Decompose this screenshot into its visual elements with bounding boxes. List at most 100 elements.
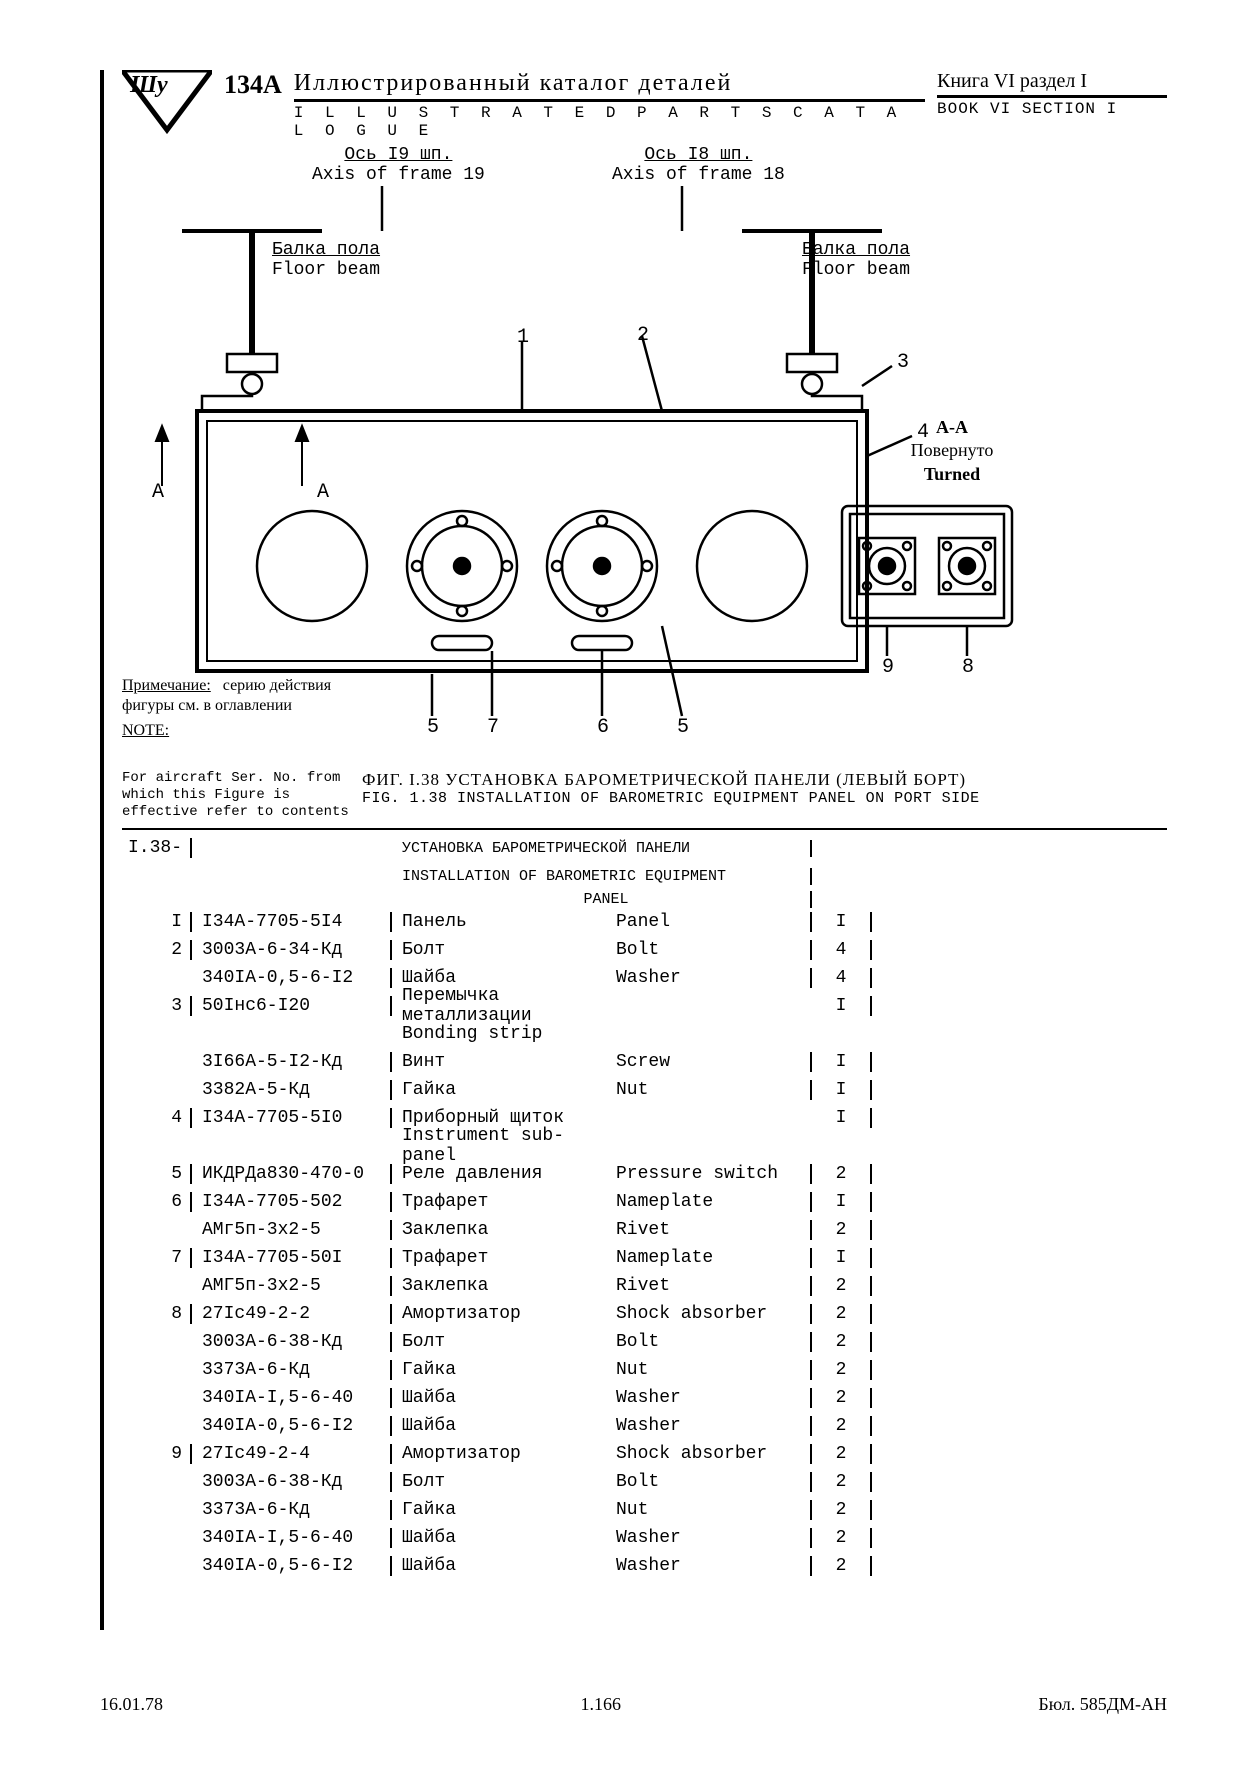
cell-partno: 340IA-I,5-6-40 <box>192 1388 392 1408</box>
cell-qty: I <box>812 1248 872 1268</box>
cell-ru: Амортизатор <box>392 1444 612 1464</box>
table-row: 6I34A-7705-502ТрафаретNameplateI <box>122 1188 1167 1216</box>
cell-en: Bolt <box>612 940 812 960</box>
divider <box>122 828 1167 830</box>
table-row: 3003А-6-38-КдБолтBolt2 <box>122 1328 1167 1356</box>
head-ru: УСТАНОВКА БАРОМЕТРИЧЕСКОЙ ПАНЕЛИ <box>392 840 812 857</box>
parts-table: I.38- УСТАНОВКА БАРОМЕТРИЧЕСКОЙ ПАНЕЛИ I… <box>122 834 1167 1580</box>
svg-text:Шу: Шу <box>129 72 168 98</box>
table-row: II34A-7705-5I4ПанельPanelI <box>122 908 1167 936</box>
figure-diagram: Ось I9 шп. Axis of frame 19 Ось I8 шп. A… <box>122 146 1167 766</box>
cell-en: Washer <box>612 1556 812 1576</box>
figure-caption: For aircraft Ser. No. from which this Fi… <box>122 770 1167 820</box>
cell-ru: Перемычка металлизации <box>392 986 612 1026</box>
callout-9: 9 <box>882 656 894 679</box>
cell-ru: Амортизатор <box>392 1304 612 1324</box>
cell-partno: АМг5п-3x2-5 <box>192 1220 392 1240</box>
cell-idx: 9 <box>122 1444 192 1464</box>
table-row: 340IA-I,5-6-40ШайбаWasher2 <box>122 1524 1167 1552</box>
cell-ru: Болт <box>392 1472 612 1492</box>
cell-partno: I34A-7705-502 <box>192 1192 392 1212</box>
footer-bulletin: Бюл. 585ДМ-АН <box>1038 1694 1167 1715</box>
cell-idx: 8 <box>122 1304 192 1324</box>
cell-en: Nut <box>612 1360 812 1380</box>
cell-qty: I <box>812 1052 872 1072</box>
cell-ru: Шайба <box>392 968 612 988</box>
cell-ru: Приборный щиток <box>392 1108 612 1128</box>
cell-qty: 2 <box>812 1472 872 1492</box>
cell-qty: 2 <box>812 1388 872 1408</box>
cell-partno: I34A-7705-5I4 <box>192 912 392 932</box>
cell-partno: 3373А-6-Кд <box>192 1360 392 1380</box>
table-row: 827Iс49-2-2АмортизаторShock absorber2 <box>122 1300 1167 1328</box>
cell-en: Washer <box>612 968 812 988</box>
table-head-1: I.38- УСТАНОВКА БАРОМЕТРИЧЕСКОЙ ПАНЕЛИ <box>122 834 1167 862</box>
table-row: 3373А-6-КдГайкаNut2 <box>122 1356 1167 1384</box>
note-ru-label: Примечание: <box>122 677 211 694</box>
cell-ru: Гайка <box>392 1360 612 1380</box>
table-row: 3003А-6-38-КдБолтBolt2 <box>122 1468 1167 1496</box>
cell-qty: 2 <box>812 1556 872 1576</box>
cell-qty: 2 <box>812 1360 872 1380</box>
header-titles: Иллюстрированный каталог деталей I L L U… <box>294 70 925 140</box>
cell-en: Pressure switch <box>612 1164 812 1184</box>
cell-qty: 4 <box>812 940 872 960</box>
table-row: 350Iнс6-I20Перемычка металлизацииI <box>122 992 1167 1020</box>
table-row: 340IA-I,5-6-40ШайбаWasher2 <box>122 1384 1167 1412</box>
axis18-ru: Ось I8 шп. <box>644 145 752 165</box>
logo-triangle-icon: Шу <box>122 70 212 140</box>
cell-partno: 50Iнс6-I20 <box>192 996 392 1016</box>
cell-partno: 3003А-6-38-Кд <box>192 1332 392 1352</box>
cell-idx: 5 <box>122 1164 192 1184</box>
title-ru: Иллюстрированный каталог деталей <box>294 70 925 97</box>
cell-ru: Шайба <box>392 1556 612 1576</box>
table-row: 340IA-0,5-6-I2ШайбаWasher4 <box>122 964 1167 992</box>
callout-5b: 5 <box>677 716 689 739</box>
note-ru-1: серию действия <box>223 677 331 694</box>
cell-partno: 27Iс49-2-4 <box>192 1444 392 1464</box>
cell-ru: Реле давления <box>392 1164 612 1184</box>
cell-qty: 2 <box>812 1528 872 1548</box>
cell-partno: I34A-7705-50I <box>192 1248 392 1268</box>
logo: Шу <box>122 70 212 140</box>
cell-qty: 2 <box>812 1416 872 1436</box>
cell-qty: I <box>812 1080 872 1100</box>
book-ru: Книга VI раздел I <box>937 70 1167 93</box>
cell-en: Rivet <box>612 1220 812 1240</box>
cell-en: Nut <box>612 1080 812 1100</box>
axis18-label: Ось I8 шп. Axis of frame 18 <box>612 146 785 186</box>
cell-partno: 3373А-6-Кд <box>192 1500 392 1520</box>
figno: I.38- <box>122 838 192 858</box>
cell-idx: 6 <box>122 1192 192 1212</box>
cell-qty: 2 <box>812 1164 872 1184</box>
table-row: 5ИКДРДа830-470-0Реле давленияPressure sw… <box>122 1160 1167 1188</box>
callout-1: 1 <box>517 326 529 349</box>
cell-ru: Bonding strip <box>392 1024 612 1044</box>
cell-ru: Гайка <box>392 1080 612 1100</box>
cell-ru: Гайка <box>392 1500 612 1520</box>
callout-8: 8 <box>962 656 974 679</box>
model-number: 134A <box>224 70 282 100</box>
cell-partno: 27Iс49-2-2 <box>192 1304 392 1324</box>
cell-qty: 2 <box>812 1444 872 1464</box>
note-en-label: NOTE: <box>122 722 169 739</box>
section-a-right: A <box>317 481 329 504</box>
head-en2: PANEL <box>392 891 812 908</box>
table-row: 3I66A-5-I2-КдВинтScrewI <box>122 1048 1167 1076</box>
cell-idx: 2 <box>122 940 192 960</box>
footer-date: 16.01.78 <box>100 1694 163 1715</box>
cell-partno: I34A-7705-5I0 <box>192 1108 392 1128</box>
cell-partno: 3382А-5-Кд <box>192 1080 392 1100</box>
cell-idx: 3 <box>122 996 192 1016</box>
axis19-label: Ось I9 шп. Axis of frame 19 <box>312 146 485 186</box>
book-en: BOOK VI SECTION I <box>937 95 1167 118</box>
cell-idx: I <box>122 912 192 932</box>
table-row: 4I34A-7705-5I0Приборный щитокI <box>122 1104 1167 1132</box>
note-ru-2: фигуры см. в оглавлении <box>122 697 292 714</box>
table-row: 7I34A-7705-50IТрафаретNameplateI <box>122 1244 1167 1272</box>
cell-ru: Шайба <box>392 1528 612 1548</box>
cell-en: Washer <box>612 1388 812 1408</box>
cell-en: Rivet <box>612 1276 812 1296</box>
cell-qty: 4 <box>812 968 872 988</box>
cell-partno: 3003А-6-38-Кд <box>192 1472 392 1492</box>
